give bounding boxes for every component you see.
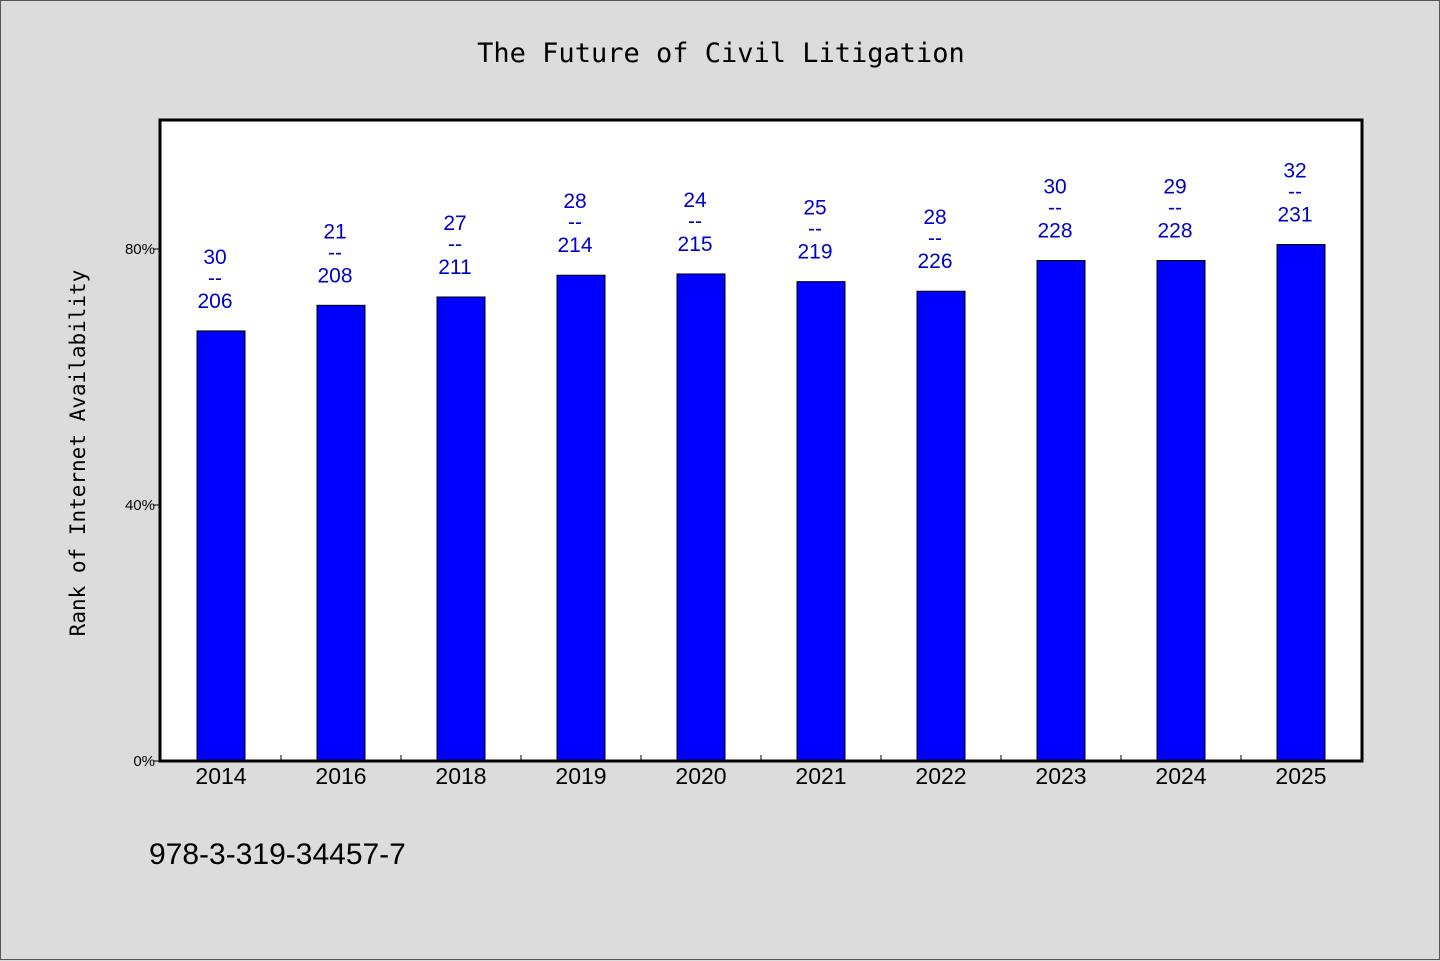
x-tick-label-2020: 2020	[675, 763, 726, 789]
bar-2024	[1156, 260, 1206, 762]
y-axis-ticks: 0% 40% 80%	[125, 241, 161, 770]
data-label-mid-2021: --	[808, 218, 822, 241]
bar-2025	[1276, 244, 1326, 762]
data-label-top-2022: 28	[923, 206, 946, 229]
chart-title: The Future of Civil Litigation	[477, 38, 965, 69]
plot-border	[158, 118, 1364, 763]
x-tick-label-2014: 2014	[195, 763, 246, 789]
data-label-mid-2024: --	[1168, 197, 1182, 220]
x-tick-label-2025: 2025	[1275, 763, 1326, 789]
y-tick-label: 0%	[133, 753, 155, 770]
data-label-bottom-2021: 219	[797, 241, 832, 264]
y-tick-label: 80%	[125, 241, 155, 258]
footnote: 978-3-319-34457-7	[149, 838, 406, 871]
bar-2014	[196, 330, 246, 762]
x-tick-label-2024: 2024	[1155, 763, 1206, 789]
bar-2021	[796, 281, 846, 762]
bars-group	[196, 244, 1326, 762]
data-label-mid-2018: --	[448, 233, 462, 256]
data-label-top-2020: 24	[683, 189, 707, 212]
data-label-bottom-2019: 214	[557, 234, 592, 257]
data-label-top-2019: 28	[563, 190, 586, 213]
data-label-top-2014: 30	[203, 246, 226, 269]
data-label-bottom-2022: 226	[917, 250, 952, 273]
bar-2018	[436, 296, 486, 762]
bar-2023	[1036, 260, 1086, 762]
bar-2020	[676, 273, 726, 762]
data-label-bottom-2024: 228	[1157, 220, 1192, 243]
data-label-top-2021: 25	[803, 197, 826, 220]
data-label-mid-2019: --	[568, 211, 582, 234]
x-tick-label-2022: 2022	[915, 763, 966, 789]
bar-2019	[556, 274, 606, 762]
x-tick-label-2018: 2018	[435, 763, 486, 789]
data-label-top-2018: 27	[443, 212, 466, 235]
x-tick-label-2021: 2021	[795, 763, 846, 789]
data-label-mid-2022: --	[928, 227, 942, 250]
data-label-bottom-2016: 208	[317, 264, 352, 287]
data-labels-group: 30--20621--20827--21128--21424--21525--2…	[197, 160, 1312, 313]
data-label-mid-2014: --	[208, 267, 222, 290]
y-axis-label: Rank of Internet Availability	[66, 270, 90, 637]
data-label-top-2023: 30	[1043, 176, 1066, 199]
data-label-top-2025: 32	[1283, 160, 1306, 183]
bar-2016	[316, 304, 366, 762]
y-tick-label: 40%	[125, 497, 155, 514]
data-label-top-2024: 29	[1163, 176, 1186, 199]
data-label-mid-2020: --	[688, 210, 702, 233]
x-tick-label-2016: 2016	[315, 763, 366, 789]
data-label-bottom-2023: 228	[1037, 220, 1072, 243]
data-label-bottom-2020: 215	[677, 233, 712, 256]
data-label-top-2016: 21	[323, 220, 346, 243]
data-label-bottom-2014: 206	[197, 290, 232, 313]
x-tick-label-2023: 2023	[1035, 763, 1086, 789]
data-label-mid-2023: --	[1048, 197, 1062, 220]
x-axis-ticks: 2014 2016 2018 2019 2020 2021 2022 2023 2024 2025	[195, 755, 1327, 789]
data-label-bottom-2018: 211	[438, 256, 471, 279]
x-tick-label-2019: 2019	[555, 763, 606, 789]
data-label-bottom-2025: 231	[1277, 204, 1312, 227]
data-label-mid-2025: --	[1288, 181, 1302, 204]
data-label-mid-2016: --	[328, 241, 342, 264]
bar-2022	[916, 290, 966, 762]
